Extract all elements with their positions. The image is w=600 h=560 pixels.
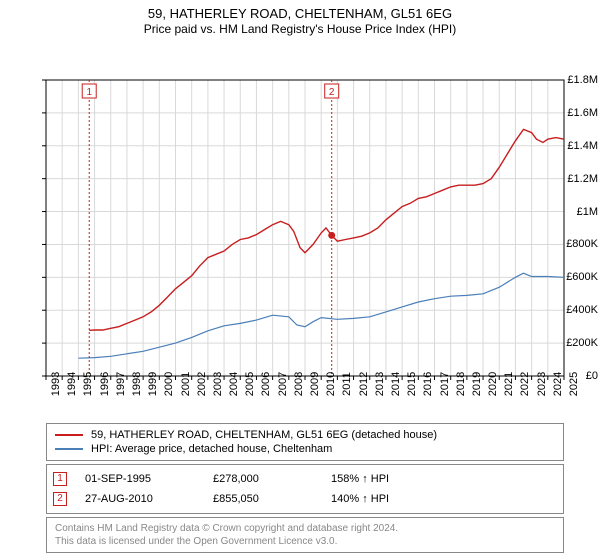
x-tick-label: 2008: [293, 372, 305, 396]
x-tick-label: 2016: [422, 372, 434, 396]
chart-titles: 59, HATHERLEY ROAD, CHELTENHAM, GL51 6EG…: [0, 0, 600, 36]
chart-svg: 12: [0, 36, 600, 414]
attribution-note: Contains HM Land Registry data © Crown c…: [46, 517, 564, 553]
sale-marker-icon: 2: [53, 492, 67, 506]
sale-date: 01-SEP-1995: [85, 473, 195, 485]
note-line1: Contains HM Land Registry data © Crown c…: [55, 522, 555, 535]
x-tick-label: 2021: [503, 372, 515, 396]
x-tick-label: 1996: [99, 372, 111, 396]
x-tick-label: 1994: [66, 372, 78, 396]
x-tick-label: 2020: [487, 372, 499, 396]
x-tick-label: 2022: [519, 372, 531, 396]
x-tick-label: 2002: [196, 372, 208, 396]
sale-date: 27-AUG-2010: [85, 493, 195, 505]
legend-label: HPI: Average price, detached house, Chel…: [91, 443, 332, 455]
x-tick-label: 2015: [406, 372, 418, 396]
legend: 59, HATHERLEY ROAD, CHELTENHAM, GL51 6EG…: [46, 423, 564, 461]
x-tick-label: 2019: [471, 372, 483, 396]
x-tick-label: 2001: [180, 372, 192, 396]
y-tick-label: £600K: [558, 271, 598, 283]
x-tick-label: 2013: [374, 372, 386, 396]
sale-row: 1 01-SEP-1995 £278,000 158% ↑ HPI: [53, 469, 557, 489]
x-tick-label: 1997: [115, 372, 127, 396]
x-tick-label: 2014: [390, 372, 402, 396]
x-tick-label: 2003: [212, 372, 224, 396]
y-tick-label: £1.4M: [558, 140, 598, 152]
x-tick-label: 2017: [439, 372, 451, 396]
sale-price: £278,000: [213, 473, 313, 485]
x-tick-label: 2018: [455, 372, 467, 396]
x-tick-label: 2010: [325, 372, 337, 396]
sales-table: 1 01-SEP-1995 £278,000 158% ↑ HPI 2 27-AUG-20…: [46, 464, 564, 514]
x-tick-label: 1993: [50, 372, 62, 396]
x-tick-label: 2005: [244, 372, 256, 396]
x-tick-label: 1995: [82, 372, 94, 396]
sale-row: 2 27-AUG-2010 £855,050 140% ↑ HPI: [53, 489, 557, 509]
x-tick-label: 2024: [552, 372, 564, 396]
y-tick-label: £800K: [558, 238, 598, 250]
y-tick-label: £1.6M: [558, 107, 598, 119]
sale-hpi: 140% ↑ HPI: [331, 493, 389, 505]
legend-row: 59, HATHERLEY ROAD, CHELTENHAM, GL51 6EG…: [55, 428, 555, 442]
x-tick-label: 2009: [309, 372, 321, 396]
x-tick-label: 2006: [260, 372, 272, 396]
sale-marker-icon: 1: [53, 472, 67, 486]
legend-swatch: [55, 448, 83, 450]
x-tick-label: 1998: [131, 372, 143, 396]
svg-text:2: 2: [329, 87, 335, 98]
x-tick-label: 2007: [277, 372, 289, 396]
y-tick-label: £400K: [558, 304, 598, 316]
x-tick-label: 2000: [163, 372, 175, 396]
legend-swatch: [55, 434, 83, 436]
y-tick-label: £1.8M: [558, 74, 598, 86]
x-tick-label: 2025: [568, 372, 580, 396]
y-tick-label: £200K: [558, 337, 598, 349]
x-tick-label: 1999: [147, 372, 159, 396]
x-tick-label: 2012: [358, 372, 370, 396]
legend-label: 59, HATHERLEY ROAD, CHELTENHAM, GL51 6EG…: [91, 429, 437, 441]
x-tick-label: 2004: [228, 372, 240, 396]
sale-hpi: 158% ↑ HPI: [331, 473, 389, 485]
x-tick-label: 2011: [341, 372, 353, 396]
note-line2: This data is licensed under the Open Gov…: [55, 535, 555, 548]
y-tick-label: £1M: [558, 206, 598, 218]
sale-price: £855,050: [213, 493, 313, 505]
title-line1: 59, HATHERLEY ROAD, CHELTENHAM, GL51 6EG: [0, 6, 600, 21]
chart-area: 12 £0£200K£400K£600K£800K£1M£1.2M£1.4M£1…: [0, 36, 600, 419]
y-tick-label: £1.2M: [558, 173, 598, 185]
x-tick-label: 2023: [536, 372, 548, 396]
title-line2: Price paid vs. HM Land Registry's House …: [0, 22, 600, 36]
svg-text:1: 1: [86, 87, 92, 98]
legend-row: HPI: Average price, detached house, Chel…: [55, 442, 555, 456]
